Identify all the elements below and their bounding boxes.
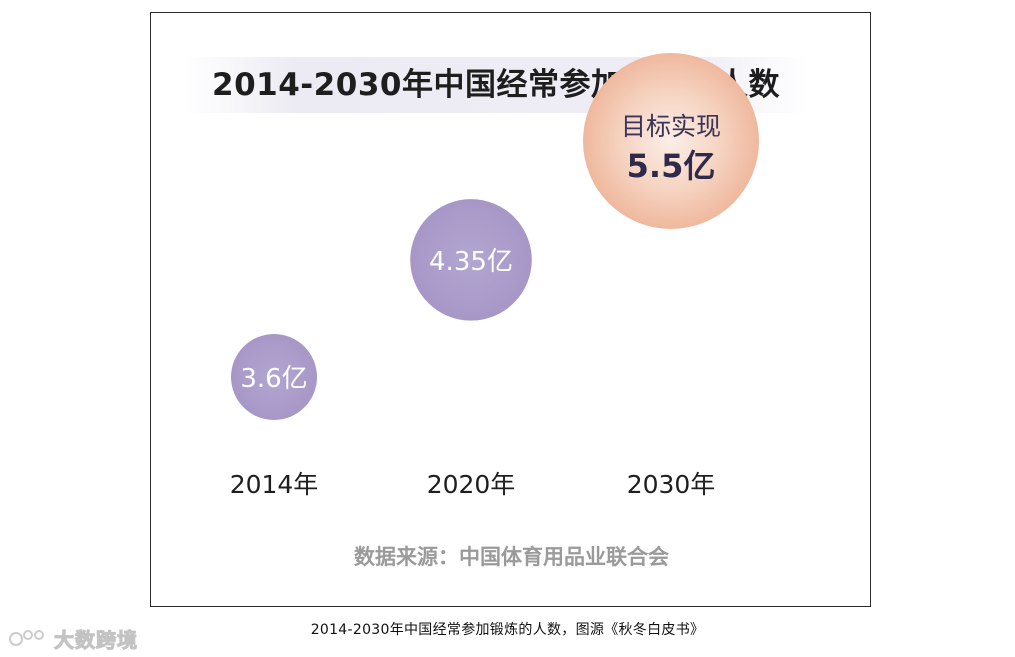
x-tick-2020年: 2020年 [427, 470, 516, 499]
figure-caption: 2014-2030年中国经常参加锻炼的人数，图源《秋冬白皮书》 [310, 622, 705, 638]
bubble-2030年 [583, 53, 759, 229]
bubble-2020年 [410, 199, 532, 321]
annotation-target: 目标实现 [621, 112, 721, 141]
x-tick-2030年: 2030年 [627, 470, 716, 499]
data-label-2020年: 4.35亿 [429, 247, 513, 277]
chart-figure: 2014-2030年中国经常参加锻炼的人数 3.6亿 2014年 4.35亿 2020… [150, 12, 871, 607]
bubble-2014年 [231, 334, 317, 420]
source-note: 数据来源：中国体育用品业联合会 [354, 545, 669, 569]
watermark-text: 大数跨境 [54, 627, 138, 652]
data-label-2014年: 3.6亿 [240, 364, 307, 394]
watermark-logo-icon [9, 630, 44, 646]
watermark: 大数跨境 [8, 624, 138, 652]
bubble-chart: 3.6亿 2014年 4.35亿 2020年 目标实现 5.5亿 2030年 [230, 53, 759, 499]
data-label-2030年: 5.5亿 [627, 147, 716, 185]
x-tick-2014年: 2014年 [230, 470, 319, 499]
